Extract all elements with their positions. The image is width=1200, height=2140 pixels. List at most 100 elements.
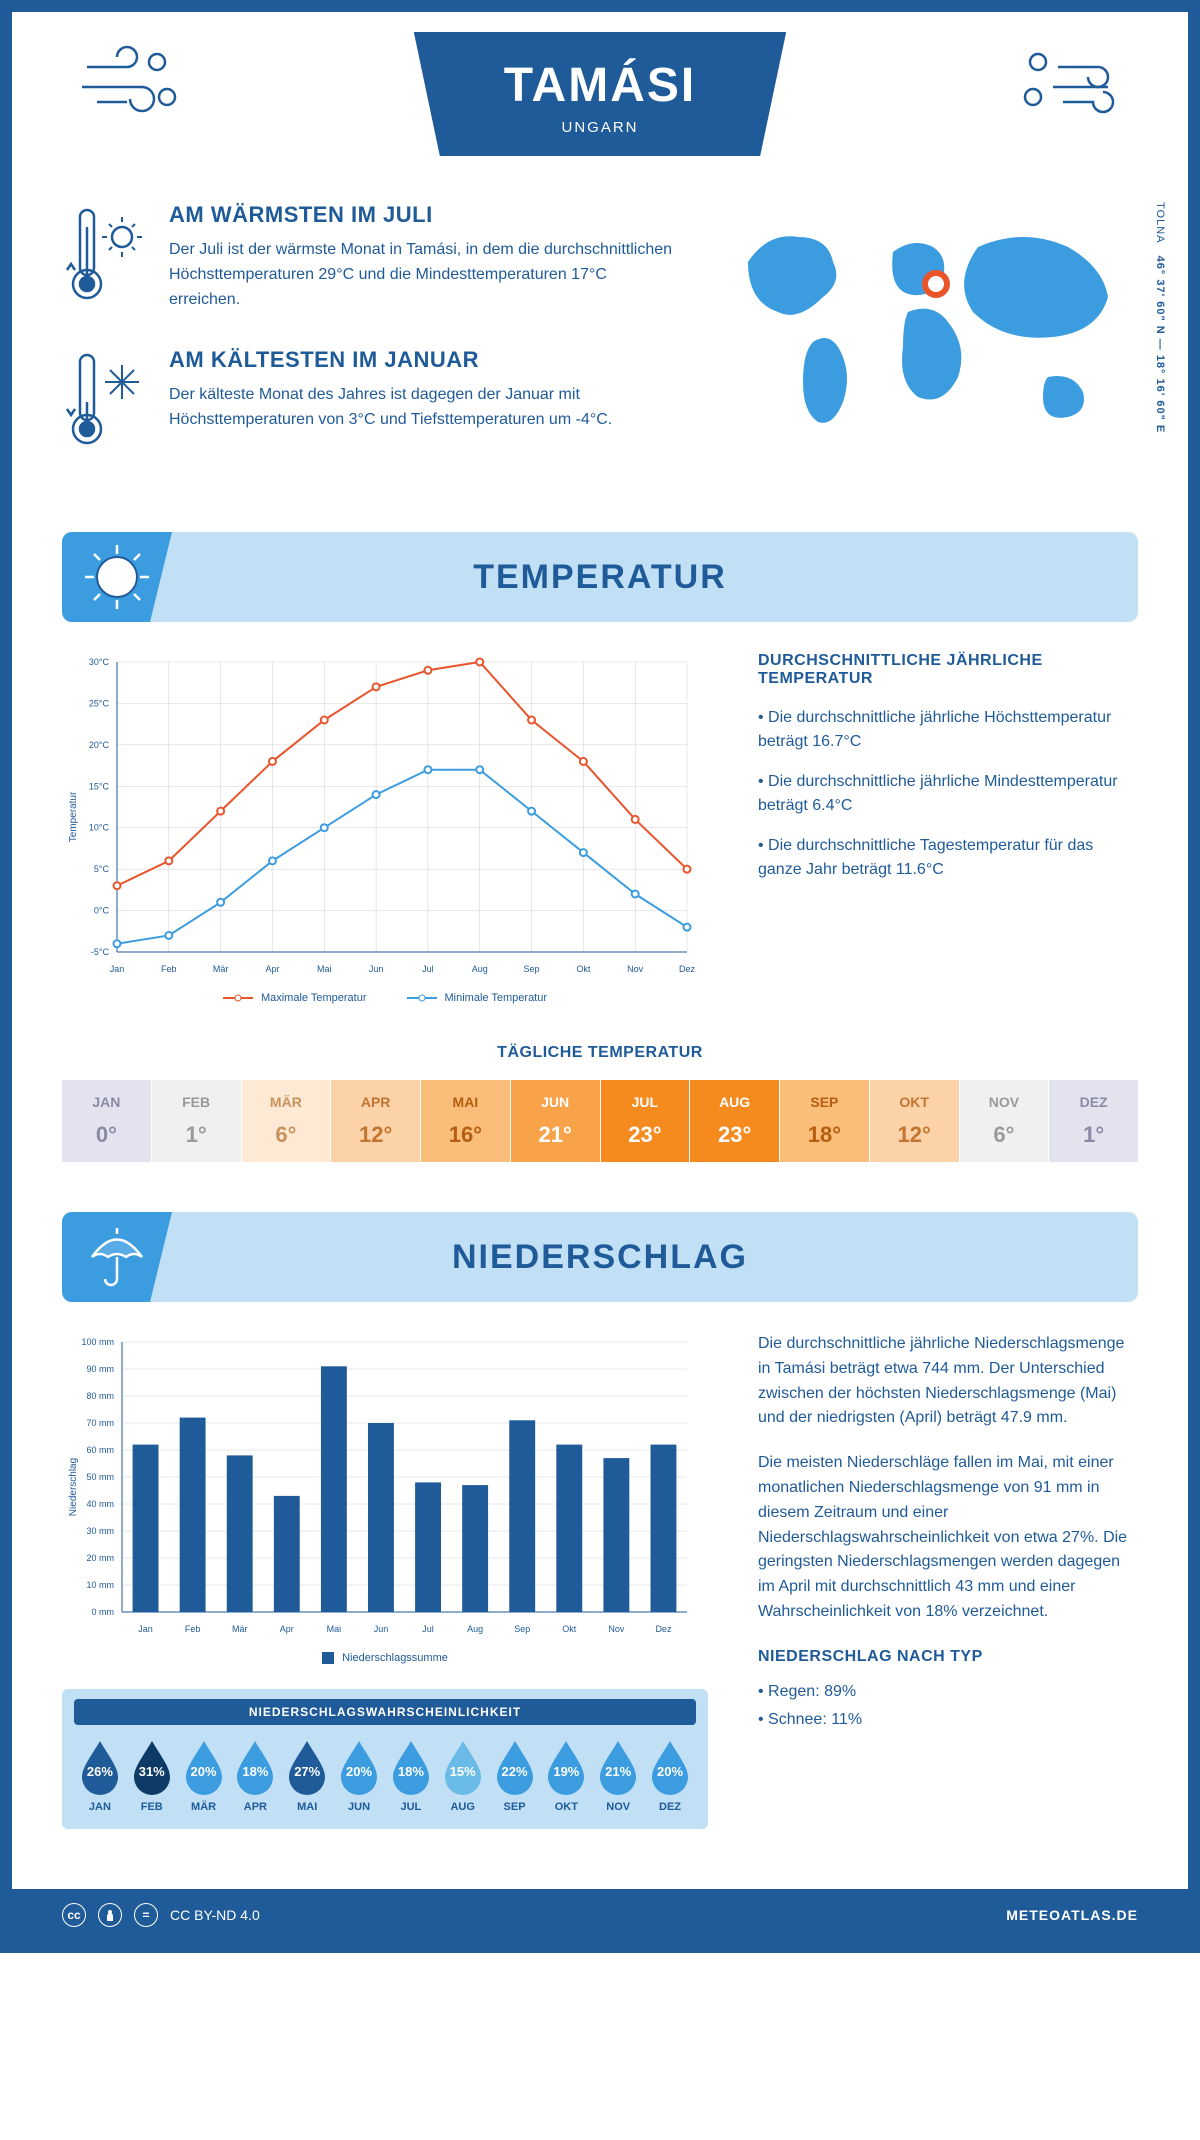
svg-text:15°C: 15°C	[89, 781, 110, 791]
svg-text:20 mm: 20 mm	[86, 1553, 114, 1563]
by-icon	[98, 1903, 122, 1927]
nd-icon: =	[134, 1903, 158, 1927]
svg-text:Nov: Nov	[608, 1624, 625, 1634]
probability-drop: 27%MAI	[281, 1739, 333, 1813]
svg-text:Nov: Nov	[627, 964, 644, 974]
temp-cell: MÄR6°	[242, 1080, 331, 1162]
svg-text:Jun: Jun	[369, 964, 384, 974]
temp-cell: FEB1°	[152, 1080, 241, 1162]
header: TAMÁSI UNGARN	[12, 12, 1188, 192]
svg-text:60 mm: 60 mm	[86, 1445, 114, 1455]
probability-drop: 18%JUL	[385, 1739, 437, 1813]
svg-text:90 mm: 90 mm	[86, 1364, 114, 1374]
svg-text:Okt: Okt	[562, 1624, 577, 1634]
wind-icon	[72, 42, 182, 127]
coldest-text: Der kälteste Monat des Jahres ist dagege…	[169, 383, 678, 433]
svg-text:Apr: Apr	[265, 964, 279, 974]
precip-probability-band: NIEDERSCHLAGSWAHRSCHEINLICHKEIT 26%JAN31…	[62, 1689, 708, 1829]
probability-drop: 31%FEB	[126, 1739, 178, 1813]
sun-icon	[62, 532, 172, 622]
svg-text:Niederschlag: Niederschlag	[68, 1458, 79, 1516]
temp-cell: JUN21°	[511, 1080, 600, 1162]
daily-temp-table: TÄGLICHE TEMPERATUR JAN0°FEB1°MÄR6°APR12…	[62, 1044, 1138, 1162]
probability-drop: 18%APR	[229, 1739, 281, 1813]
svg-text:25°C: 25°C	[89, 698, 110, 708]
svg-text:Mai: Mai	[327, 1624, 342, 1634]
site-name: METEOATLAS.DE	[1006, 1907, 1138, 1923]
svg-text:Apr: Apr	[280, 1624, 294, 1634]
world-map: TOLNA 46° 37' 60" N — 18° 16' 60" E	[718, 202, 1138, 492]
probability-drop: 19%OKT	[540, 1739, 592, 1813]
wind-icon	[1018, 42, 1128, 127]
map-coords: TOLNA 46° 37' 60" N — 18° 16' 60" E	[1150, 202, 1168, 433]
temp-cell: JUL23°	[601, 1080, 690, 1162]
precip-legend: Niederschlagssumme	[62, 1652, 708, 1664]
svg-text:30 mm: 30 mm	[86, 1526, 114, 1536]
warmest-block: AM WÄRMSTEN IM JULI Der Juli ist der wär…	[62, 202, 678, 317]
temp-cell: APR12°	[331, 1080, 420, 1162]
temp-cell: MAI16°	[421, 1080, 510, 1162]
svg-text:0 mm: 0 mm	[92, 1607, 115, 1617]
title-ribbon: TAMÁSI UNGARN	[414, 32, 786, 156]
svg-text:Jun: Jun	[374, 1624, 389, 1634]
section-title: NIEDERSCHLAG	[452, 1238, 748, 1277]
svg-text:Sep: Sep	[514, 1624, 530, 1634]
svg-text:Dez: Dez	[655, 1624, 672, 1634]
svg-text:5°C: 5°C	[94, 864, 110, 874]
svg-text:Temperatur: Temperatur	[68, 791, 79, 842]
temp-cell: SEP18°	[780, 1080, 869, 1162]
svg-text:100 mm: 100 mm	[81, 1337, 114, 1347]
temp-cell: JAN0°	[62, 1080, 151, 1162]
probability-drop: 15%AUG	[437, 1739, 489, 1813]
section-header-temperature: TEMPERATUR	[62, 532, 1138, 622]
probability-drop: 26%JAN	[74, 1739, 126, 1813]
svg-text:Feb: Feb	[161, 964, 177, 974]
precip-summary-text: Die durchschnittliche jährliche Niedersc…	[758, 1332, 1138, 1829]
license-text: CC BY-ND 4.0	[170, 1907, 260, 1923]
svg-text:Dez: Dez	[679, 964, 696, 974]
footer: cc = CC BY-ND 4.0 METEOATLAS.DE	[12, 1889, 1188, 1941]
svg-text:Jan: Jan	[138, 1624, 153, 1634]
temp-cell: OKT12°	[870, 1080, 959, 1162]
page-subtitle: UNGARN	[504, 119, 696, 136]
probability-drop: 20%MÄR	[178, 1739, 230, 1813]
temp-cell: AUG23°	[690, 1080, 779, 1162]
umbrella-icon	[62, 1212, 172, 1302]
probability-drop: 22%SEP	[489, 1739, 541, 1813]
thermometer-sun-icon	[62, 202, 147, 317]
svg-text:Feb: Feb	[185, 1624, 201, 1634]
svg-text:20°C: 20°C	[89, 740, 110, 750]
temp-cell: NOV6°	[960, 1080, 1049, 1162]
svg-text:Mai: Mai	[317, 964, 332, 974]
svg-text:Mär: Mär	[213, 964, 229, 974]
svg-text:10°C: 10°C	[89, 823, 110, 833]
section-title: TEMPERATUR	[473, 558, 727, 597]
svg-text:Jul: Jul	[422, 964, 434, 974]
summary-row: AM WÄRMSTEN IM JULI Der Juli ist der wär…	[62, 202, 1138, 492]
temp-summary-text: DURCHSCHNITTLICHE JÄHRLICHE TEMPERATUR •…	[758, 652, 1138, 1004]
svg-text:Aug: Aug	[472, 964, 488, 974]
cc-icon: cc	[62, 1903, 86, 1927]
svg-text:0°C: 0°C	[94, 906, 110, 916]
svg-text:Jul: Jul	[422, 1624, 434, 1634]
svg-text:30°C: 30°C	[89, 657, 110, 667]
precipitation-bar-chart: 0 mm10 mm20 mm30 mm40 mm50 mm60 mm70 mm8…	[62, 1332, 708, 1664]
temperature-line-chart: -5°C0°C5°C10°C15°C20°C25°C30°CJanFebMärA…	[62, 652, 708, 1004]
probability-drop: 20%DEZ	[644, 1739, 696, 1813]
svg-text:Aug: Aug	[467, 1624, 483, 1634]
temp-legend: Maximale Temperatur Minimale Temperatur	[62, 992, 708, 1004]
svg-text:70 mm: 70 mm	[86, 1418, 114, 1428]
svg-text:Okt: Okt	[576, 964, 591, 974]
svg-text:80 mm: 80 mm	[86, 1391, 114, 1401]
probability-drop: 20%JUN	[333, 1739, 385, 1813]
temp-cell: DEZ1°	[1049, 1080, 1138, 1162]
svg-text:40 mm: 40 mm	[86, 1499, 114, 1509]
svg-text:Sep: Sep	[524, 964, 540, 974]
svg-text:-5°C: -5°C	[91, 947, 110, 957]
thermometer-snow-icon	[62, 347, 147, 462]
svg-text:Mär: Mär	[232, 1624, 248, 1634]
section-header-precipitation: NIEDERSCHLAG	[62, 1212, 1138, 1302]
coldest-block: AM KÄLTESTEN IM JANUAR Der kälteste Mona…	[62, 347, 678, 462]
coldest-title: AM KÄLTESTEN IM JANUAR	[169, 347, 678, 373]
svg-text:10 mm: 10 mm	[86, 1580, 114, 1590]
